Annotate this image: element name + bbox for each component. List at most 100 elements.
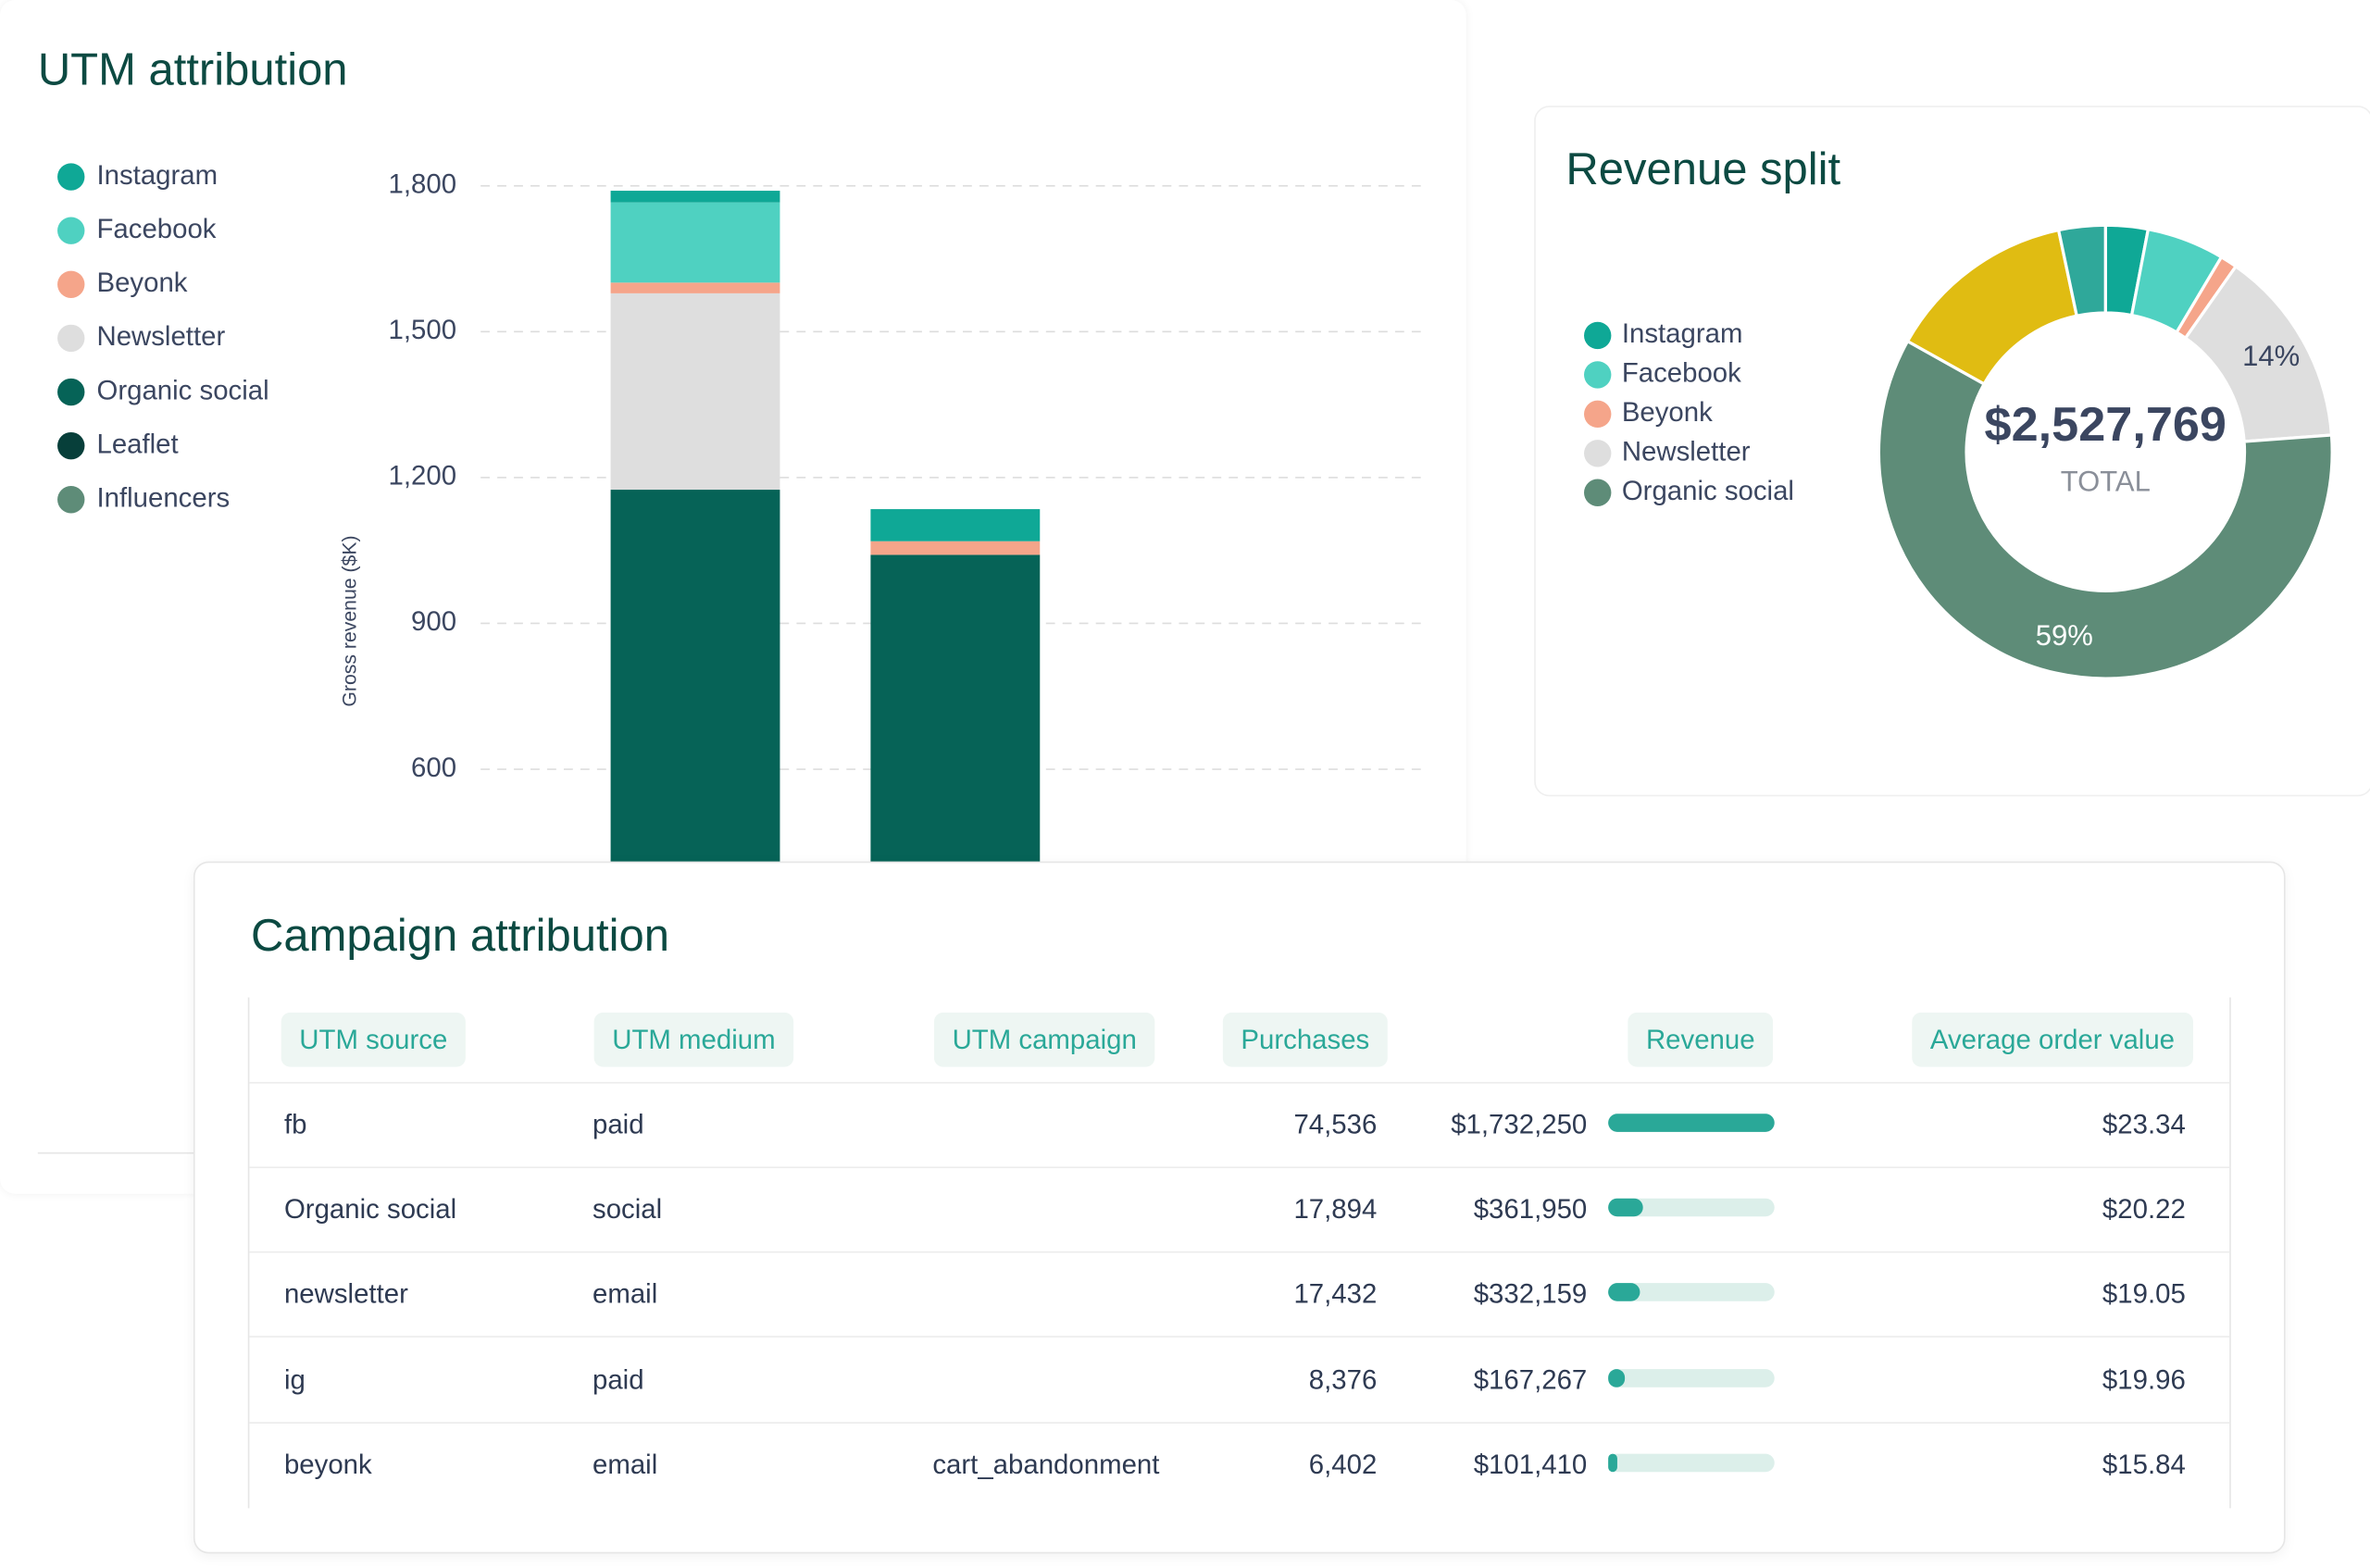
pie-slice (1877, 339, 2334, 680)
separator (249, 1251, 2230, 1253)
bar-segment (610, 282, 780, 293)
legend-swatch (1584, 321, 1612, 350)
revenue-bar (1608, 1114, 1775, 1132)
revenue-bar-track (1608, 1198, 1775, 1217)
legend-swatch (1584, 479, 1612, 506)
legend-label: Instagram (96, 160, 218, 191)
table-cell: ig (283, 1363, 306, 1395)
column-header: Purchases (1222, 1012, 1388, 1067)
table-cell: 74,536 (1293, 1109, 1378, 1140)
table-cell: $361,950 (1473, 1194, 1588, 1225)
legend-label: Influencers (96, 483, 230, 514)
table-cell: $23.34 (2102, 1109, 2186, 1140)
table-cell: $19.05 (2102, 1278, 2186, 1310)
legend-label: Facebook (1622, 358, 1741, 389)
campaign-card (193, 861, 2286, 1554)
bar-segment (870, 509, 1041, 541)
y-axis-label: Gross revenue ($K) (339, 535, 360, 706)
revenue-bar-track (1608, 1283, 1775, 1302)
legend-swatch (1584, 440, 1612, 467)
legend-label: Newsletter (1622, 437, 1751, 467)
total-value: $2,527,769 (1985, 398, 2227, 452)
legend-swatch (57, 163, 85, 191)
table-cell: $15.84 (2102, 1449, 2186, 1480)
separator (249, 1081, 2230, 1084)
slice-label: 14% (2242, 340, 2300, 372)
revenue-bar (1608, 1283, 1640, 1302)
separator (249, 1336, 2230, 1338)
table-cell: social (592, 1194, 663, 1225)
revenue-bar-track (1608, 1368, 1775, 1388)
legend-label: Leaflet (96, 429, 178, 459)
legend-swatch (57, 270, 85, 298)
y-tick-label: 1,800 (389, 169, 457, 200)
pie-slice (2056, 223, 2107, 318)
table-cell: Organic social (283, 1194, 457, 1225)
bar-segment (610, 202, 780, 283)
legend-swatch (1584, 361, 1612, 389)
table-cell: newsletter (283, 1278, 408, 1310)
total-label: TOTAL (2061, 466, 2151, 498)
bar-segment (610, 191, 780, 203)
legend-label: Facebook (96, 214, 216, 244)
slice-label: 59% (2036, 619, 2093, 652)
table-cell: 17,432 (1293, 1278, 1378, 1310)
column-header: Revenue (1628, 1012, 1774, 1067)
bar-segment (870, 541, 1041, 555)
pie-chart: Revenue split $2,527,769 TOTAL 14% 59% Ins… (1565, 144, 2334, 680)
table-cell: email (592, 1449, 658, 1480)
legend-label: Organic social (96, 375, 268, 405)
y-tick-label: 600 (411, 753, 456, 783)
table-cell: 17,894 (1293, 1194, 1378, 1225)
table-cell: 6,402 (1308, 1449, 1378, 1480)
legend-label: Instagram (1622, 318, 1743, 349)
revenue-bar (1608, 1453, 1618, 1472)
revenue-card: Revenue split $2,527,769 TOTAL 14% 59% Ins… (1534, 106, 2370, 797)
table-cell: $1,732,250 (1451, 1109, 1588, 1140)
bar-segment (610, 292, 780, 491)
legend-swatch (57, 486, 85, 514)
column-header: UTM campaign (933, 1012, 1155, 1067)
legend-label: Beyonk (1622, 397, 1713, 428)
table-cell: $19.96 (2102, 1363, 2186, 1395)
revenue-bar-track (1608, 1453, 1775, 1472)
revenue-bar (1608, 1368, 1625, 1388)
table-cell: $101,410 (1473, 1449, 1588, 1480)
legend-swatch (57, 378, 85, 406)
legend-swatch (1584, 400, 1612, 429)
column-header: UTM medium (593, 1012, 794, 1067)
legend-label: Organic social (1622, 476, 1794, 506)
y-tick-label: 1,200 (389, 461, 457, 492)
separator (249, 1421, 2230, 1424)
table-cell: cart_abandonment (932, 1449, 1160, 1480)
column-header: Average order value (1912, 1012, 2193, 1067)
legend-swatch (57, 431, 85, 460)
table-cell: 8,376 (1308, 1363, 1378, 1395)
legend-swatch (57, 217, 85, 244)
table-cell: fb (283, 1109, 307, 1140)
revenue-bar (1608, 1198, 1643, 1217)
table-cell: $20.22 (2102, 1194, 2186, 1225)
table-cell: paid (592, 1109, 644, 1140)
revenue-bar-track (1608, 1114, 1775, 1132)
table-cell: paid (592, 1363, 644, 1395)
column-header: UTM source (281, 1012, 466, 1067)
table-border (247, 997, 250, 1509)
table-border (2229, 997, 2231, 1509)
chart-title: Revenue split (1565, 144, 1840, 194)
legend-label: Newsletter (96, 321, 225, 352)
table-title: Campaign attribution (251, 911, 669, 962)
chart-title: UTM attribution (38, 44, 348, 94)
legend-swatch (57, 324, 85, 353)
y-tick-label: 1,500 (389, 315, 457, 345)
y-tick-label: 900 (411, 606, 456, 637)
legend-label: Beyonk (96, 268, 187, 298)
table-cell: email (592, 1278, 658, 1310)
table-cell: $332,159 (1473, 1278, 1588, 1310)
table-cell: $167,267 (1473, 1363, 1588, 1395)
table-cell: beyonk (283, 1449, 372, 1480)
separator (249, 1166, 2230, 1169)
